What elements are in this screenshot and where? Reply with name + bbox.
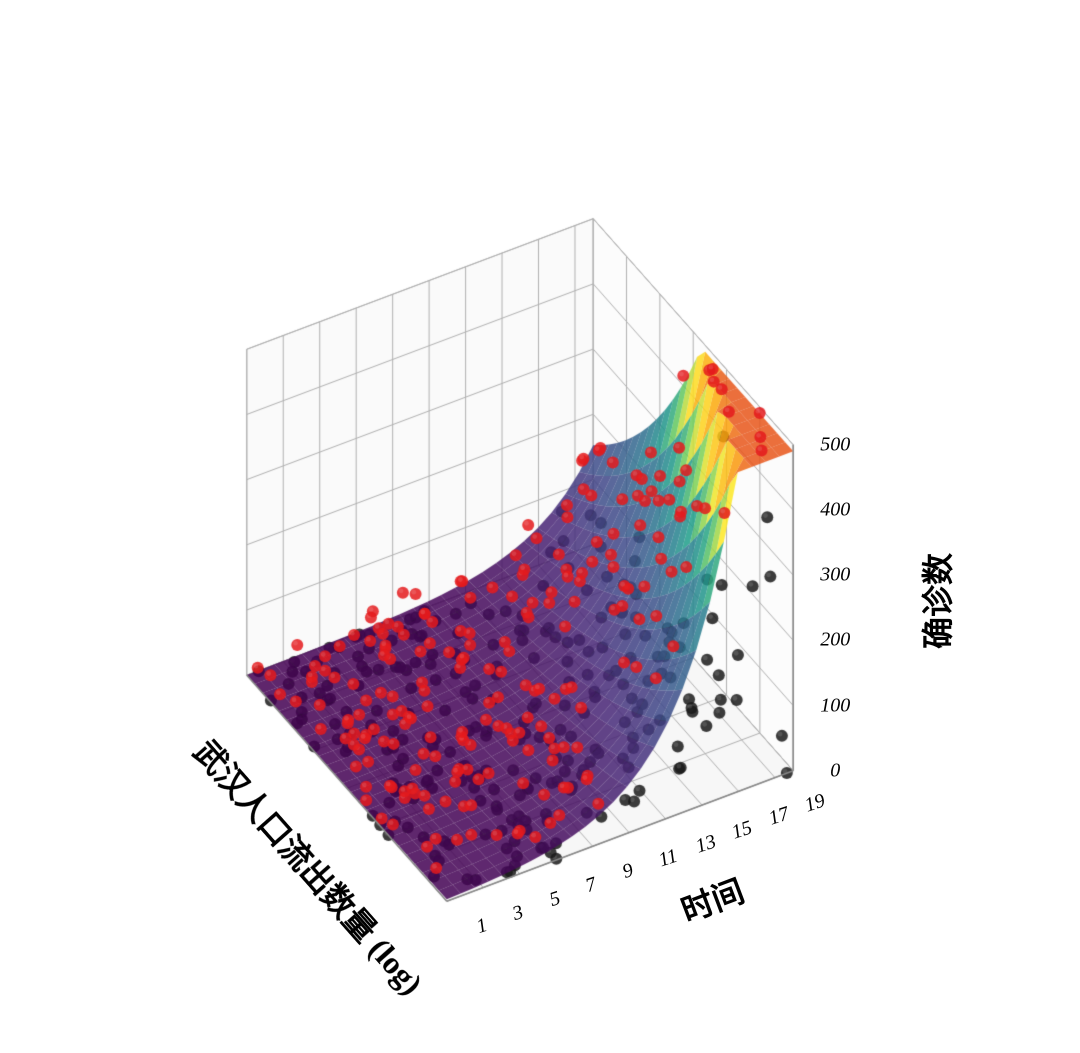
tick-label: 300	[820, 564, 850, 587]
tick-label: 0	[830, 759, 840, 782]
tick-label: 100	[820, 694, 850, 717]
tick-label: 400	[820, 499, 850, 522]
tick-label: 200	[820, 629, 850, 652]
chart-canvas	[0, 0, 1080, 1053]
chart-3d-container: 0100200300400500135791113151719武汉人口流出数量 …	[0, 0, 1080, 1053]
z-axis-label: 确诊数	[913, 553, 959, 649]
tick-label: 500	[820, 433, 850, 456]
